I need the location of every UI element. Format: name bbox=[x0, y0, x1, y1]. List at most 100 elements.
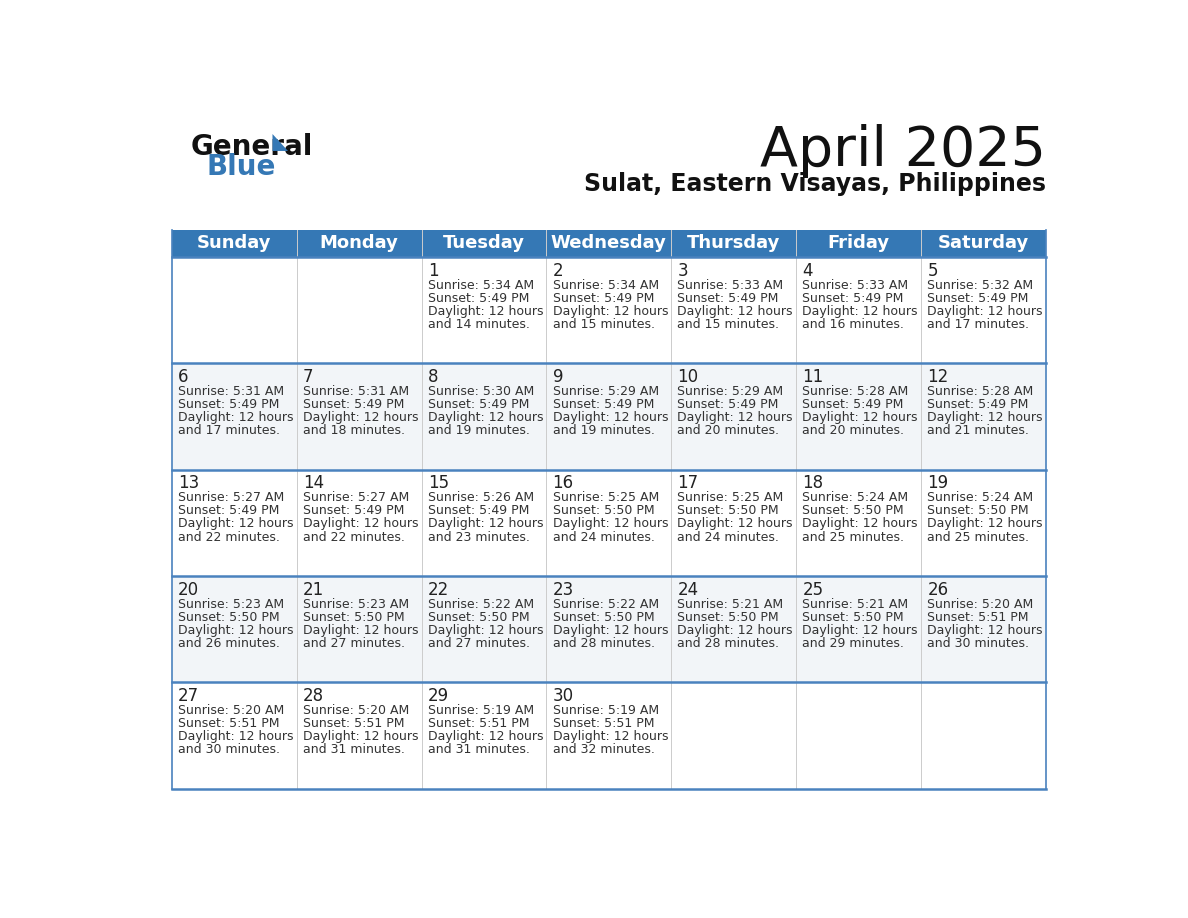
Text: Sunrise: 5:34 AM: Sunrise: 5:34 AM bbox=[428, 279, 533, 292]
Text: Sunrise: 5:26 AM: Sunrise: 5:26 AM bbox=[428, 491, 533, 504]
Text: 14: 14 bbox=[303, 475, 324, 492]
Text: and 15 minutes.: and 15 minutes. bbox=[677, 318, 779, 331]
Text: Sunrise: 5:24 AM: Sunrise: 5:24 AM bbox=[928, 491, 1034, 504]
Text: Sunset: 5:49 PM: Sunset: 5:49 PM bbox=[428, 398, 529, 411]
Text: Saturday: Saturday bbox=[937, 234, 1029, 252]
Text: and 23 minutes.: and 23 minutes. bbox=[428, 531, 530, 543]
Text: 1: 1 bbox=[428, 262, 438, 280]
Text: and 18 minutes.: and 18 minutes. bbox=[303, 424, 405, 437]
Text: 6: 6 bbox=[178, 368, 189, 386]
Bar bbox=[172, 470, 1045, 576]
Text: 13: 13 bbox=[178, 475, 200, 492]
Text: Sunset: 5:51 PM: Sunset: 5:51 PM bbox=[428, 717, 529, 730]
Text: Sunrise: 5:33 AM: Sunrise: 5:33 AM bbox=[802, 279, 909, 292]
Text: and 21 minutes.: and 21 minutes. bbox=[928, 424, 1029, 437]
Text: 24: 24 bbox=[677, 580, 699, 599]
Text: Sunrise: 5:28 AM: Sunrise: 5:28 AM bbox=[802, 385, 909, 398]
Text: and 29 minutes.: and 29 minutes. bbox=[802, 637, 904, 650]
Text: Daylight: 12 hours: Daylight: 12 hours bbox=[303, 730, 418, 743]
Text: Sunrise: 5:23 AM: Sunrise: 5:23 AM bbox=[303, 598, 409, 610]
Text: 19: 19 bbox=[928, 475, 948, 492]
Text: and 30 minutes.: and 30 minutes. bbox=[178, 743, 280, 756]
Text: Sunset: 5:51 PM: Sunset: 5:51 PM bbox=[178, 717, 279, 730]
Text: Sunset: 5:50 PM: Sunset: 5:50 PM bbox=[677, 504, 779, 518]
Text: Sunrise: 5:25 AM: Sunrise: 5:25 AM bbox=[677, 491, 784, 504]
Text: Daylight: 12 hours: Daylight: 12 hours bbox=[428, 518, 543, 531]
Text: Daylight: 12 hours: Daylight: 12 hours bbox=[928, 623, 1043, 637]
Text: 28: 28 bbox=[303, 687, 324, 705]
Bar bbox=[172, 576, 1045, 682]
Text: Blue: Blue bbox=[207, 153, 276, 181]
Text: and 32 minutes.: and 32 minutes. bbox=[552, 743, 655, 756]
Text: Sunset: 5:49 PM: Sunset: 5:49 PM bbox=[677, 292, 779, 305]
Text: and 22 minutes.: and 22 minutes. bbox=[303, 531, 405, 543]
Text: and 19 minutes.: and 19 minutes. bbox=[428, 424, 530, 437]
Text: 9: 9 bbox=[552, 368, 563, 386]
Text: Sunrise: 5:20 AM: Sunrise: 5:20 AM bbox=[178, 704, 284, 717]
Text: and 26 minutes.: and 26 minutes. bbox=[178, 637, 280, 650]
Text: 18: 18 bbox=[802, 475, 823, 492]
Text: and 14 minutes.: and 14 minutes. bbox=[428, 318, 530, 331]
Text: 26: 26 bbox=[928, 580, 948, 599]
Text: and 17 minutes.: and 17 minutes. bbox=[928, 318, 1029, 331]
Text: and 28 minutes.: and 28 minutes. bbox=[677, 637, 779, 650]
Text: Sunrise: 5:19 AM: Sunrise: 5:19 AM bbox=[552, 704, 658, 717]
Text: Sunset: 5:50 PM: Sunset: 5:50 PM bbox=[677, 610, 779, 623]
Text: Sunrise: 5:33 AM: Sunrise: 5:33 AM bbox=[677, 279, 784, 292]
Text: Daylight: 12 hours: Daylight: 12 hours bbox=[928, 518, 1043, 531]
Text: 12: 12 bbox=[928, 368, 948, 386]
Text: Sulat, Eastern Visayas, Philippines: Sulat, Eastern Visayas, Philippines bbox=[584, 172, 1045, 196]
Text: 25: 25 bbox=[802, 580, 823, 599]
Text: 11: 11 bbox=[802, 368, 823, 386]
Text: Daylight: 12 hours: Daylight: 12 hours bbox=[802, 518, 918, 531]
Text: and 25 minutes.: and 25 minutes. bbox=[928, 531, 1029, 543]
Text: Daylight: 12 hours: Daylight: 12 hours bbox=[178, 518, 293, 531]
Text: Sunset: 5:49 PM: Sunset: 5:49 PM bbox=[428, 504, 529, 518]
Text: Daylight: 12 hours: Daylight: 12 hours bbox=[802, 623, 918, 637]
Text: Daylight: 12 hours: Daylight: 12 hours bbox=[428, 305, 543, 318]
Text: and 24 minutes.: and 24 minutes. bbox=[677, 531, 779, 543]
Text: Sunrise: 5:21 AM: Sunrise: 5:21 AM bbox=[677, 598, 784, 610]
Text: 30: 30 bbox=[552, 687, 574, 705]
Text: Sunrise: 5:29 AM: Sunrise: 5:29 AM bbox=[552, 385, 658, 398]
Text: Sunrise: 5:23 AM: Sunrise: 5:23 AM bbox=[178, 598, 284, 610]
Text: Daylight: 12 hours: Daylight: 12 hours bbox=[178, 730, 293, 743]
Text: Sunrise: 5:31 AM: Sunrise: 5:31 AM bbox=[303, 385, 409, 398]
Text: 5: 5 bbox=[928, 262, 937, 280]
Text: and 24 minutes.: and 24 minutes. bbox=[552, 531, 655, 543]
Text: Sunset: 5:49 PM: Sunset: 5:49 PM bbox=[178, 398, 279, 411]
Text: Monday: Monday bbox=[320, 234, 398, 252]
Text: and 22 minutes.: and 22 minutes. bbox=[178, 531, 280, 543]
Text: Daylight: 12 hours: Daylight: 12 hours bbox=[178, 411, 293, 424]
Text: Daylight: 12 hours: Daylight: 12 hours bbox=[552, 730, 668, 743]
Text: and 27 minutes.: and 27 minutes. bbox=[428, 637, 530, 650]
Text: Sunset: 5:50 PM: Sunset: 5:50 PM bbox=[802, 504, 904, 518]
Text: Daylight: 12 hours: Daylight: 12 hours bbox=[928, 305, 1043, 318]
Text: Sunset: 5:50 PM: Sunset: 5:50 PM bbox=[552, 504, 655, 518]
Bar bbox=[172, 682, 1045, 789]
Text: and 20 minutes.: and 20 minutes. bbox=[802, 424, 904, 437]
Text: General: General bbox=[191, 133, 314, 162]
Text: 22: 22 bbox=[428, 580, 449, 599]
Text: 15: 15 bbox=[428, 475, 449, 492]
Text: Daylight: 12 hours: Daylight: 12 hours bbox=[303, 411, 418, 424]
Text: 4: 4 bbox=[802, 262, 813, 280]
Text: Sunset: 5:49 PM: Sunset: 5:49 PM bbox=[428, 292, 529, 305]
Text: Sunset: 5:49 PM: Sunset: 5:49 PM bbox=[802, 398, 904, 411]
Bar bbox=[172, 230, 1045, 257]
Text: Sunset: 5:50 PM: Sunset: 5:50 PM bbox=[802, 610, 904, 623]
Text: Daylight: 12 hours: Daylight: 12 hours bbox=[677, 305, 794, 318]
Text: and 28 minutes.: and 28 minutes. bbox=[552, 637, 655, 650]
Text: 21: 21 bbox=[303, 580, 324, 599]
Text: and 17 minutes.: and 17 minutes. bbox=[178, 424, 280, 437]
Text: and 31 minutes.: and 31 minutes. bbox=[303, 743, 405, 756]
Text: Sunset: 5:50 PM: Sunset: 5:50 PM bbox=[928, 504, 1029, 518]
Text: Sunset: 5:51 PM: Sunset: 5:51 PM bbox=[552, 717, 655, 730]
Text: Daylight: 12 hours: Daylight: 12 hours bbox=[178, 623, 293, 637]
Text: Sunset: 5:51 PM: Sunset: 5:51 PM bbox=[303, 717, 404, 730]
Text: 10: 10 bbox=[677, 368, 699, 386]
Text: Friday: Friday bbox=[828, 234, 890, 252]
Text: Sunset: 5:50 PM: Sunset: 5:50 PM bbox=[552, 610, 655, 623]
Text: and 25 minutes.: and 25 minutes. bbox=[802, 531, 904, 543]
Text: Sunrise: 5:21 AM: Sunrise: 5:21 AM bbox=[802, 598, 909, 610]
